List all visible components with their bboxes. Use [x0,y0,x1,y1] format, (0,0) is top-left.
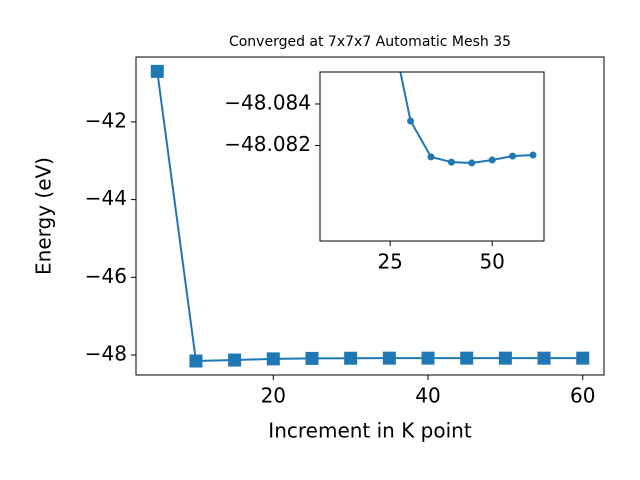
marker [427,153,435,161]
marker [488,156,496,164]
marker [407,117,415,125]
y-tick-label: −42 [85,108,127,132]
marker [498,351,512,365]
marker [468,159,476,167]
marker [382,351,396,365]
marker [447,158,455,166]
marker [150,64,164,78]
plot-series [387,20,537,167]
marker [266,352,280,366]
y-tick-label: −44 [85,186,127,210]
axes-frame [135,56,605,376]
y-tick-label: −48 [85,341,127,365]
plot-series [150,64,590,368]
marker [387,20,394,27]
marker [421,351,435,365]
marker [460,351,474,365]
x-axis-label: Increment in K point [268,419,472,443]
x-tick-label: 50 [479,250,504,274]
x-tick-label: 60 [570,384,595,408]
marker [228,353,242,367]
x-tick-label: 25 [377,250,402,274]
y-tick-label: −46 [85,264,127,288]
marker [509,152,517,160]
marker [189,354,203,368]
marker [537,351,551,365]
y-tick-label: −48.082 [224,132,311,156]
y-tick-label: −48.084 [224,90,311,114]
axes-frame [319,71,545,242]
y-axis-label: Energy (eV) [32,157,56,275]
marker [305,351,319,365]
marker [344,351,358,365]
marker [576,351,590,365]
x-tick-label: 20 [261,384,286,408]
marker [529,151,537,159]
chart-title: Converged at 7x7x7 Automatic Mesh 35 [229,34,511,50]
x-tick-label: 40 [415,384,440,408]
